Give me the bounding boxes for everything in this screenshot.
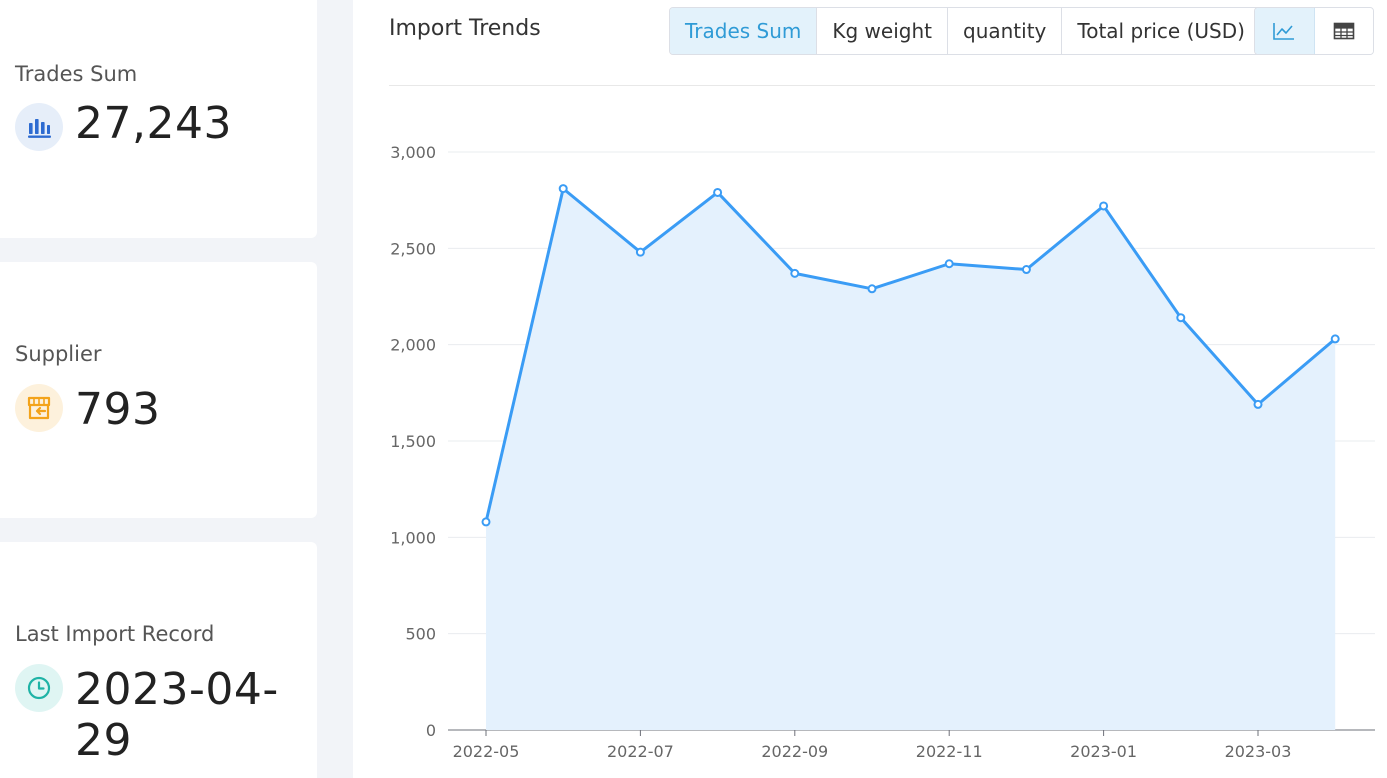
x-tick-label: 2023-01 bbox=[1070, 742, 1137, 761]
supplier-card: Supplier 793 bbox=[0, 262, 317, 518]
data-point bbox=[790, 268, 800, 278]
x-tick-label: 2023-03 bbox=[1225, 742, 1292, 761]
data-point bbox=[481, 517, 491, 527]
series-line bbox=[484, 187, 1337, 523]
y-tick-label: 3,000 bbox=[390, 143, 436, 162]
data-point bbox=[558, 184, 568, 194]
trades-sum-card: Trades Sum 27,243 bbox=[0, 0, 317, 238]
import-trends-chart: 0 500 1,000 1,500 2,000 2,500 3,000 2022-05 2022… bbox=[390, 143, 1375, 761]
y-tick-label: 0 bbox=[426, 721, 436, 740]
y-tick-label: 2,000 bbox=[390, 336, 436, 355]
x-tick-label: 2022-11 bbox=[916, 742, 983, 761]
data-point bbox=[1021, 265, 1031, 275]
supplier-label: Supplier bbox=[15, 342, 102, 366]
tab-kg-weight[interactable]: Kg weight bbox=[817, 8, 948, 54]
x-tick-label: 2022-07 bbox=[607, 742, 674, 761]
y-tick-label: 500 bbox=[405, 625, 436, 644]
last-import-value: 2023-04-29 bbox=[75, 664, 279, 766]
trades-sum-label: Trades Sum bbox=[15, 62, 138, 86]
data-point bbox=[1330, 334, 1340, 344]
metric-tabs: Trades Sum Kg weight quantity Total pric… bbox=[669, 7, 1261, 55]
table-icon bbox=[1333, 22, 1355, 40]
y-tick-label: 1,500 bbox=[390, 432, 436, 451]
import-trends-panel: Import Trends Trades Sum Kg weight quant… bbox=[353, 0, 1387, 778]
series-area bbox=[486, 188, 1336, 730]
y-tick-label: 2,500 bbox=[390, 239, 436, 258]
data-point bbox=[867, 284, 877, 294]
trades-sum-value: 27,243 bbox=[75, 98, 232, 149]
supplier-value: 793 bbox=[75, 384, 161, 435]
bar-chart-icon bbox=[15, 103, 63, 151]
line-chart-icon bbox=[1273, 23, 1295, 40]
header-divider bbox=[389, 85, 1375, 86]
store-icon bbox=[15, 384, 63, 432]
y-tick-label: 1,000 bbox=[390, 528, 436, 547]
table-view-button[interactable] bbox=[1314, 8, 1373, 54]
data-point bbox=[944, 259, 954, 269]
data-point bbox=[1176, 313, 1186, 323]
data-point bbox=[1099, 201, 1109, 211]
view-toggle bbox=[1254, 7, 1374, 55]
data-point bbox=[635, 247, 645, 257]
last-import-card: Last Import Record 2023-04-29 bbox=[0, 542, 317, 778]
chart-title: Import Trends bbox=[389, 16, 541, 41]
clock-icon bbox=[15, 664, 63, 712]
tab-total-price[interactable]: Total price (USD) bbox=[1062, 8, 1260, 54]
tab-trades-sum[interactable]: Trades Sum bbox=[670, 8, 818, 54]
data-point bbox=[1253, 399, 1263, 409]
tab-quantity[interactable]: quantity bbox=[948, 8, 1063, 54]
last-import-label: Last Import Record bbox=[15, 622, 215, 646]
data-point bbox=[713, 187, 723, 197]
line-chart-view-button[interactable] bbox=[1255, 8, 1315, 54]
x-tick-label: 2022-05 bbox=[453, 742, 520, 761]
x-tick-label: 2022-09 bbox=[761, 742, 828, 761]
